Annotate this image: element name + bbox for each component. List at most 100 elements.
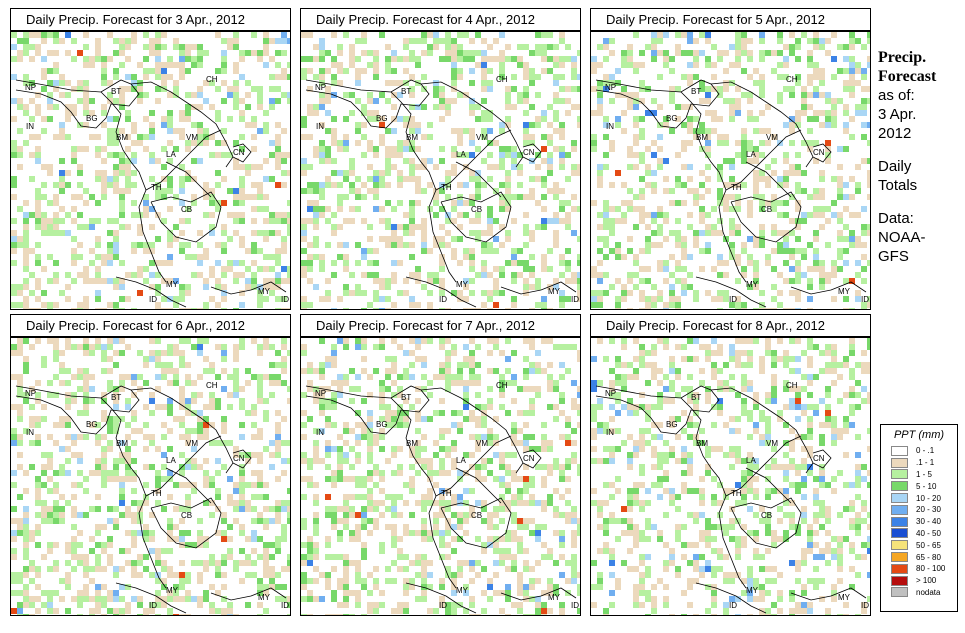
precip-cell (245, 248, 251, 254)
precip-cell (777, 74, 783, 80)
precip-cell (227, 236, 233, 242)
precip-cell (101, 176, 107, 182)
precip-cell (675, 416, 681, 422)
precip-cell (119, 374, 125, 380)
precip-cell (535, 596, 541, 602)
precip-cell (221, 56, 227, 62)
precip-cell (535, 386, 541, 392)
precip-cell (741, 242, 747, 248)
precip-cell (41, 452, 47, 458)
precip-cell (553, 512, 559, 518)
precip-cell (337, 458, 343, 464)
precip-cell (409, 230, 415, 236)
precip-cell (577, 584, 580, 590)
precip-cell (113, 518, 119, 524)
precip-cell (65, 296, 71, 302)
precip-cell (427, 302, 433, 308)
precip-cell (155, 62, 161, 68)
forecast-panel-day-2: Daily Precip. Forecast for 4 Apr., 2012 N… (300, 8, 581, 310)
precip-cell (403, 224, 409, 230)
precip-cell (319, 266, 325, 272)
precip-cell (789, 248, 795, 254)
precip-cell (499, 182, 505, 188)
precip-cell (239, 386, 245, 392)
precip-cell (113, 476, 119, 482)
precip-cell (633, 62, 639, 68)
precip-cell (367, 248, 373, 254)
precip-cell (451, 254, 457, 260)
precip-cell (729, 62, 735, 68)
precip-cell (41, 212, 47, 218)
precip-cell (627, 62, 633, 68)
precip-cell (221, 50, 227, 56)
precip-cell (47, 164, 53, 170)
precip-cell (511, 302, 517, 308)
precip-cell (233, 212, 239, 218)
precip-cell (197, 308, 203, 309)
precip-cell (391, 152, 397, 158)
precip-cell (101, 110, 107, 116)
precip-cell (307, 386, 313, 392)
precip-cell (663, 560, 669, 566)
precip-cell (131, 80, 137, 86)
precip-cell (233, 506, 239, 512)
precip-cell (777, 98, 783, 104)
precip-cell (391, 68, 397, 74)
precip-cell (603, 530, 609, 536)
precip-cell (723, 452, 729, 458)
precip-cell (693, 38, 699, 44)
precip-cell (113, 38, 119, 44)
precip-cell (11, 74, 17, 80)
precip-cell (675, 536, 681, 542)
precip-cell (849, 236, 855, 242)
precip-cell (275, 512, 281, 518)
precip-cell (427, 32, 433, 38)
precip-cell (23, 512, 29, 518)
precip-cell (23, 584, 29, 590)
precip-cell (149, 572, 155, 578)
precip-cell (307, 260, 313, 266)
precip-cell (373, 368, 379, 374)
precip-cell (113, 404, 119, 410)
precip-cell (167, 158, 173, 164)
precip-cell (343, 146, 349, 152)
precip-cell (615, 308, 621, 309)
precip-cell (861, 308, 867, 309)
precip-cell (867, 140, 870, 146)
precip-cell (23, 38, 29, 44)
precip-cell (559, 602, 565, 608)
precip-cell (23, 368, 29, 374)
precip-cell (723, 524, 729, 530)
precip-cell (301, 260, 307, 266)
precip-cell (95, 566, 101, 572)
precip-cell (331, 134, 337, 140)
precip-cell (155, 86, 161, 92)
precip-cell (319, 158, 325, 164)
precip-cell (287, 152, 290, 158)
precip-cell (675, 302, 681, 308)
precip-cell (657, 452, 663, 458)
precip-cell (319, 362, 325, 368)
precip-cell (343, 32, 349, 38)
precip-cell (597, 224, 603, 230)
precip-cell (251, 278, 257, 284)
precip-cell (161, 194, 167, 200)
precip-cell (427, 470, 433, 476)
precip-cell (663, 344, 669, 350)
precip-cell (517, 584, 523, 590)
precip-cell (499, 374, 505, 380)
precip-cell (723, 602, 729, 608)
precip-cell (83, 338, 89, 344)
precip-cell (729, 464, 735, 470)
precip-cell (325, 464, 331, 470)
precip-cell (451, 584, 457, 590)
precip-cell (349, 506, 355, 512)
precip-cell (705, 128, 711, 134)
precip-cell (287, 308, 290, 309)
precip-cell (415, 410, 421, 416)
precip-cell (427, 380, 433, 386)
precip-cell (331, 590, 337, 596)
precip-cell (101, 542, 107, 548)
precip-cell (487, 596, 493, 602)
precip-cell (843, 68, 849, 74)
